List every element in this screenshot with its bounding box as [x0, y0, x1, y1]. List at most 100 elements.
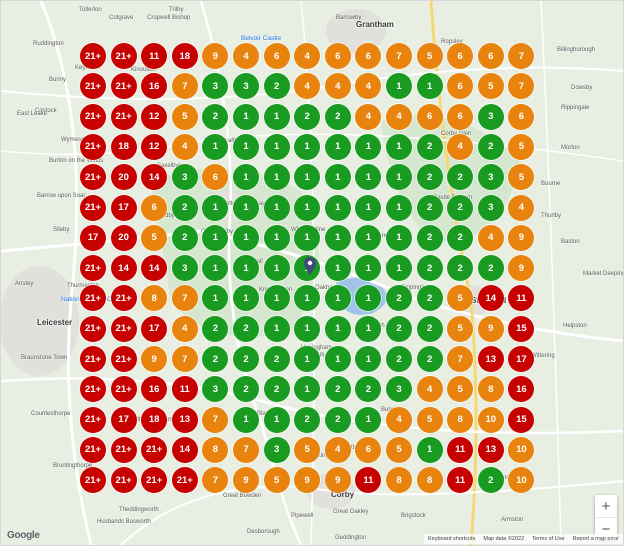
rank-marker[interactable]: 7	[386, 43, 412, 69]
rank-marker[interactable]: 1	[202, 255, 229, 282]
rank-marker[interactable]: 6	[355, 43, 382, 69]
rank-marker[interactable]: 1	[294, 164, 321, 191]
rank-marker[interactable]: 21+	[80, 346, 106, 372]
rank-marker[interactable]: 7	[171, 73, 198, 100]
rank-marker[interactable]: 1	[386, 255, 412, 282]
map-pin-icon[interactable]	[304, 257, 316, 275]
rank-marker[interactable]: 1	[324, 346, 351, 372]
rank-marker[interactable]: 1	[294, 315, 321, 342]
rank-marker[interactable]: 14	[141, 164, 168, 191]
zoom-in-button[interactable]: +	[601, 497, 611, 515]
rank-marker[interactable]: 5	[447, 376, 474, 403]
rank-marker[interactable]: 1	[355, 285, 382, 312]
rank-marker[interactable]: 2	[416, 133, 443, 160]
rank-marker[interactable]: 4	[324, 73, 351, 100]
rank-marker[interactable]: 8	[447, 406, 474, 433]
rank-marker[interactable]: 8	[477, 376, 504, 403]
rank-marker[interactable]: 1	[233, 103, 259, 130]
rank-marker[interactable]: 1	[294, 194, 321, 221]
rank-marker[interactable]: 10	[508, 467, 535, 494]
rank-marker[interactable]: 5	[263, 467, 290, 494]
rank-marker[interactable]: 1	[233, 164, 259, 191]
rank-marker[interactable]: 1	[355, 315, 382, 342]
rank-marker[interactable]: 6	[447, 73, 474, 100]
rank-marker[interactable]: 21+	[80, 406, 106, 433]
rank-marker[interactable]: 1	[263, 255, 290, 282]
rank-marker[interactable]: 21+	[80, 133, 106, 160]
rank-marker[interactable]: 8	[386, 467, 412, 494]
rank-marker[interactable]: 2	[263, 346, 290, 372]
rank-marker[interactable]: 16	[508, 376, 535, 403]
rank-marker[interactable]: 5	[447, 285, 474, 312]
rank-marker[interactable]: 2	[202, 103, 229, 130]
rank-marker[interactable]: 21+	[80, 194, 106, 221]
rank-marker[interactable]: 1	[233, 133, 259, 160]
rank-marker[interactable]: 3	[263, 436, 290, 463]
rank-marker[interactable]: 9	[508, 255, 535, 282]
rank-marker[interactable]: 1	[355, 164, 382, 191]
rank-marker[interactable]: 3	[171, 255, 198, 282]
rank-marker[interactable]: 16	[141, 73, 168, 100]
rank-marker[interactable]: 21+	[110, 315, 137, 342]
rank-marker[interactable]: 2	[477, 133, 504, 160]
rank-marker[interactable]: 1	[263, 285, 290, 312]
rank-marker[interactable]: 8	[141, 285, 168, 312]
rank-marker[interactable]: 11	[447, 467, 474, 494]
rank-marker[interactable]: 1	[263, 194, 290, 221]
rank-marker[interactable]: 1	[324, 194, 351, 221]
rank-marker[interactable]: 2	[386, 315, 412, 342]
rank-marker[interactable]: 21+	[80, 285, 106, 312]
rank-marker[interactable]: 9	[324, 467, 351, 494]
rank-marker[interactable]: 2	[263, 73, 290, 100]
rank-marker[interactable]: 8	[416, 467, 443, 494]
rank-marker[interactable]: 2	[447, 164, 474, 191]
rank-marker[interactable]: 7	[171, 285, 198, 312]
rank-marker[interactable]: 1	[355, 255, 382, 282]
rank-marker[interactable]: 1	[202, 224, 229, 251]
rank-marker[interactable]: 7	[508, 43, 535, 69]
rank-marker[interactable]: 2	[324, 406, 351, 433]
rank-marker[interactable]: 1	[233, 285, 259, 312]
rank-marker[interactable]: 3	[477, 164, 504, 191]
rank-marker[interactable]: 6	[355, 436, 382, 463]
rank-marker[interactable]: 21+	[80, 164, 106, 191]
rank-marker[interactable]: 1	[324, 285, 351, 312]
rank-marker[interactable]: 21+	[110, 43, 137, 69]
rank-marker[interactable]: 1	[324, 133, 351, 160]
rank-marker[interactable]: 1	[386, 224, 412, 251]
rank-marker[interactable]: 4	[416, 376, 443, 403]
rank-marker[interactable]: 2	[386, 285, 412, 312]
rank-marker[interactable]: 2	[294, 103, 321, 130]
rank-marker[interactable]: 2	[416, 255, 443, 282]
rank-marker[interactable]: 11	[141, 43, 168, 69]
keyboard-shortcuts-link[interactable]: Keyboard shortcuts	[427, 536, 476, 542]
rank-marker[interactable]: 21+	[80, 467, 106, 494]
rank-marker[interactable]: 4	[355, 73, 382, 100]
rank-marker[interactable]: 1	[263, 224, 290, 251]
rank-marker[interactable]: 9	[233, 467, 259, 494]
rank-marker[interactable]: 1	[263, 315, 290, 342]
rank-marker[interactable]: 4	[355, 103, 382, 130]
rank-marker[interactable]: 1	[233, 406, 259, 433]
rank-marker[interactable]: 4	[386, 103, 412, 130]
rank-marker[interactable]: 5	[447, 315, 474, 342]
rank-marker[interactable]: 6	[508, 103, 535, 130]
rank-marker[interactable]: 2	[263, 376, 290, 403]
rank-marker[interactable]: 1	[294, 133, 321, 160]
rank-marker[interactable]: 4	[294, 73, 321, 100]
rank-marker[interactable]: 7	[233, 436, 259, 463]
rank-marker[interactable]: 6	[447, 43, 474, 69]
rank-marker[interactable]: 1	[202, 133, 229, 160]
rank-marker[interactable]: 4	[477, 224, 504, 251]
rank-marker[interactable]: 14	[171, 436, 198, 463]
rank-marker[interactable]: 4	[294, 43, 321, 69]
rank-marker[interactable]: 1	[263, 164, 290, 191]
rank-marker[interactable]: 18	[171, 43, 198, 69]
rank-marker[interactable]: 21+	[171, 467, 198, 494]
rank-marker[interactable]: 18	[141, 406, 168, 433]
rank-marker[interactable]: 7	[202, 406, 229, 433]
rank-marker[interactable]: 1	[416, 436, 443, 463]
rank-marker[interactable]: 1	[294, 346, 321, 372]
rank-marker[interactable]: 18	[110, 133, 137, 160]
rank-marker[interactable]: 14	[141, 255, 168, 282]
